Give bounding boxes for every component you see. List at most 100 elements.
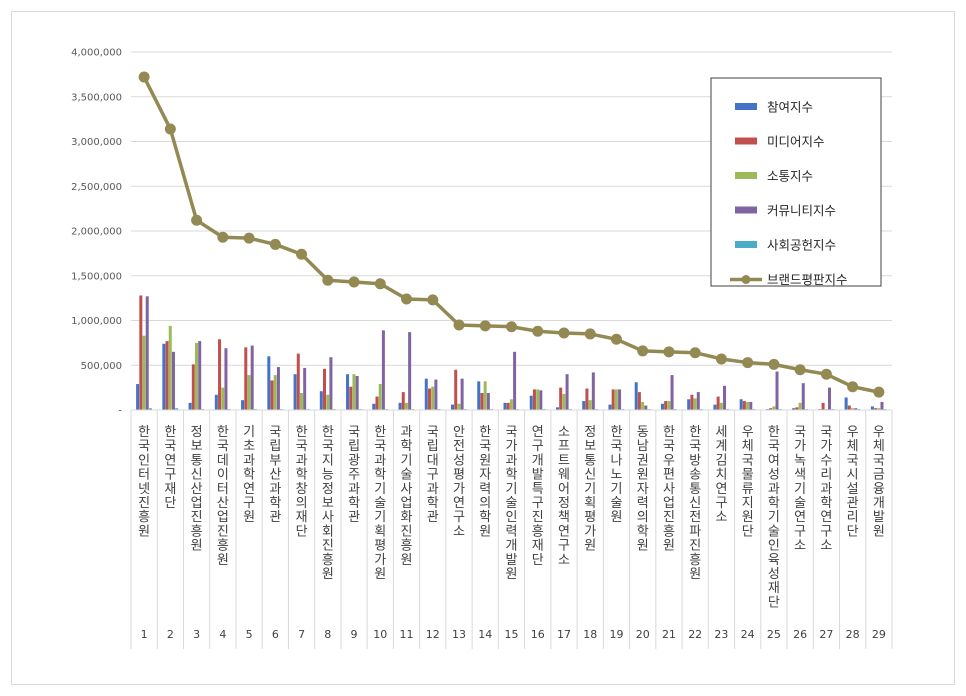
line-point — [768, 358, 780, 370]
bar — [821, 402, 825, 410]
bar — [585, 388, 589, 410]
line-point — [584, 328, 596, 340]
bar — [664, 401, 668, 410]
category-index: 24 — [741, 628, 755, 641]
bar — [323, 368, 327, 410]
bar — [716, 396, 720, 410]
category-index: 6 — [272, 628, 279, 641]
bar — [634, 382, 638, 410]
line-point — [138, 71, 150, 83]
bar — [378, 384, 382, 410]
bar — [555, 407, 559, 410]
bar — [582, 401, 586, 410]
bar — [188, 402, 192, 410]
line-point — [269, 238, 281, 250]
bar — [723, 385, 727, 410]
bar — [372, 403, 376, 410]
bar — [713, 404, 717, 410]
line-point — [322, 274, 334, 286]
category-index: 8 — [324, 628, 331, 641]
bar — [477, 381, 481, 410]
line-point — [873, 386, 885, 398]
bar — [404, 402, 408, 410]
category-index: 10 — [373, 628, 387, 641]
bar — [329, 357, 333, 410]
bar — [427, 388, 431, 410]
bar — [795, 407, 799, 410]
bar — [352, 374, 356, 410]
bar — [293, 374, 297, 410]
gridlines — [131, 51, 892, 411]
bar — [847, 405, 851, 410]
bar — [509, 399, 513, 410]
bar — [742, 401, 746, 410]
line-point — [663, 346, 675, 358]
category-index: 29 — [872, 628, 886, 641]
category-index: 7 — [298, 628, 305, 641]
bar — [214, 394, 218, 410]
y-tick-label: 3,000,000 — [71, 137, 122, 148]
bar — [880, 401, 884, 410]
y-tick-label: 4,000,000 — [71, 48, 122, 59]
bar — [719, 402, 723, 410]
bar — [408, 332, 412, 410]
bar — [299, 392, 303, 410]
legend-label: 브랜드평판지수 — [767, 272, 848, 287]
line-point — [374, 278, 386, 290]
bar-series — [136, 295, 887, 410]
bar — [162, 343, 166, 410]
bar — [451, 404, 455, 410]
bar — [250, 345, 254, 410]
line-point — [427, 294, 439, 306]
bar — [168, 325, 172, 410]
bar — [792, 408, 796, 410]
bar — [267, 356, 271, 410]
bar — [375, 396, 379, 410]
bar — [611, 389, 615, 410]
legend-marker — [741, 275, 751, 284]
category-index: 16 — [531, 628, 545, 641]
category-index: 27 — [819, 628, 833, 641]
bar — [644, 405, 648, 410]
bar — [618, 389, 622, 410]
legend-swatch — [735, 172, 757, 179]
bar — [749, 401, 753, 410]
category-index: 25 — [767, 628, 781, 641]
bar — [355, 375, 359, 410]
bar — [198, 341, 202, 410]
line-point — [820, 368, 832, 380]
bar — [148, 408, 152, 410]
line-point — [243, 232, 255, 244]
bar — [687, 399, 691, 410]
bar — [769, 408, 773, 410]
bar — [241, 400, 245, 410]
bar — [739, 399, 743, 410]
bar — [296, 353, 300, 410]
bar — [503, 402, 507, 410]
bar — [195, 342, 199, 410]
line-series — [138, 71, 885, 398]
y-tick-label: 1,000,000 — [71, 316, 122, 327]
bar — [539, 390, 543, 410]
bar — [483, 381, 487, 410]
category-index: 5 — [246, 628, 253, 641]
category-index: 28 — [846, 628, 860, 641]
bar — [588, 400, 592, 410]
bar — [486, 392, 490, 410]
bar — [136, 384, 140, 410]
bar — [641, 401, 645, 410]
